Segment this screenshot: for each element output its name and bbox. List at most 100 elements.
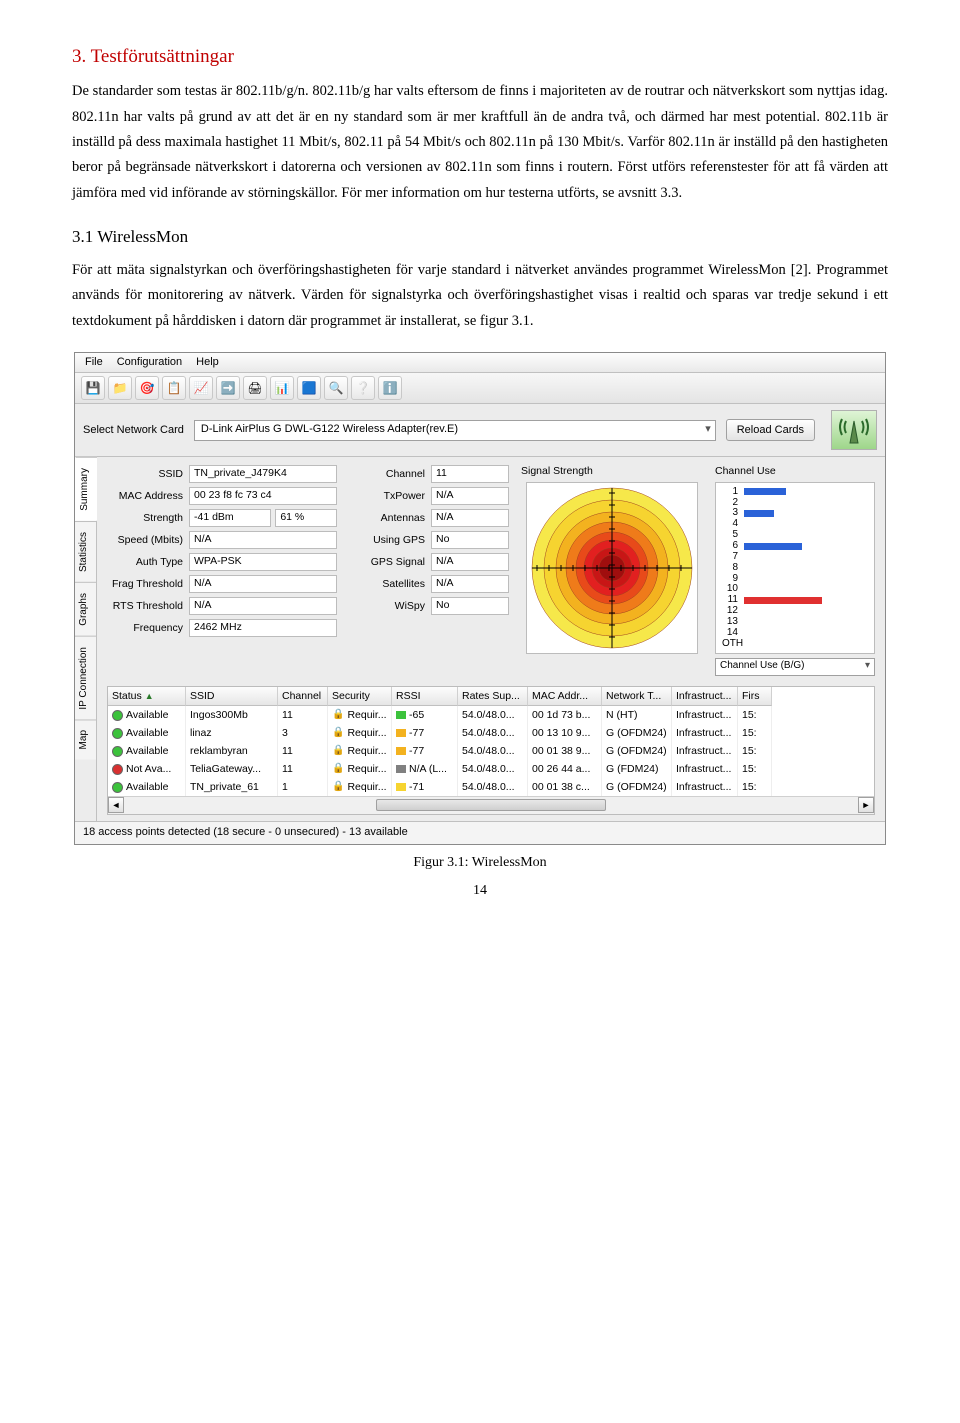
body-paragraph-2: För att mäta signalstyrkan och överförin… bbox=[72, 258, 888, 334]
field-value: N/A bbox=[189, 531, 337, 549]
channel-number: OTH bbox=[722, 638, 738, 650]
table-cell: Infrastruct... bbox=[672, 760, 738, 778]
toolbar-window-icon[interactable]: 🟦 bbox=[297, 376, 321, 400]
field-label: Channel bbox=[349, 468, 431, 481]
table-cell: 54.0/48.0... bbox=[458, 706, 528, 724]
tab-map[interactable]: Map bbox=[75, 719, 96, 759]
toolbar-stats-icon[interactable]: 📊 bbox=[270, 376, 294, 400]
field-label: Satellites bbox=[349, 578, 431, 591]
table-cell: Available bbox=[108, 724, 186, 742]
scroll-right-arrow-icon[interactable]: ► bbox=[858, 797, 874, 813]
field-label: TxPower bbox=[349, 490, 431, 503]
toolbar-search-icon[interactable]: 🔍 bbox=[324, 376, 348, 400]
field-value: 00 23 f8 fc 73 c4 bbox=[189, 487, 337, 505]
statusbar: 18 access points detected (18 secure - 0… bbox=[75, 821, 885, 843]
toolbar-open-icon[interactable]: 📁 bbox=[108, 376, 132, 400]
column-header[interactable]: RSSI bbox=[392, 687, 458, 707]
toolbar-chart-icon[interactable]: 📈 bbox=[189, 376, 213, 400]
field-value: N/A bbox=[431, 553, 509, 571]
table-cell: 🔒Requir... bbox=[328, 724, 392, 742]
channel-bar bbox=[744, 488, 786, 495]
column-header[interactable]: SSID bbox=[186, 687, 278, 707]
scroll-thumb[interactable] bbox=[376, 799, 606, 811]
table-cell: 15: bbox=[738, 724, 772, 742]
column-header[interactable]: Security bbox=[328, 687, 392, 707]
toolbar-target-icon[interactable]: 🎯 bbox=[135, 376, 159, 400]
menu-file[interactable]: File bbox=[85, 356, 103, 369]
network-card-row: Select Network Card D-Link AirPlus G DWL… bbox=[75, 404, 885, 457]
scroll-left-arrow-icon[interactable]: ◄ bbox=[108, 797, 124, 813]
column-header[interactable]: Status▲ bbox=[108, 687, 186, 707]
horizontal-scrollbar[interactable]: ◄ ► bbox=[108, 796, 874, 814]
field-value: WPA-PSK bbox=[189, 553, 337, 571]
channel-use-dropdown[interactable]: Channel Use (B/G) bbox=[715, 658, 875, 676]
reload-cards-button[interactable]: Reload Cards bbox=[726, 419, 815, 441]
table-cell: N/A (L... bbox=[392, 760, 458, 778]
toolbar-help-icon[interactable]: ❔ bbox=[351, 376, 375, 400]
table-cell: -77 bbox=[392, 724, 458, 742]
column-header[interactable]: Network T... bbox=[602, 687, 672, 707]
channel-row: 3 bbox=[722, 508, 868, 518]
network-card-label: Select Network Card bbox=[83, 424, 184, 437]
table-cell: G (FDM24) bbox=[602, 760, 672, 778]
table-cell: 54.0/48.0... bbox=[458, 778, 528, 796]
menubar: File Configuration Help bbox=[75, 353, 885, 373]
column-header[interactable]: Firs bbox=[738, 687, 772, 707]
column-header[interactable]: MAC Addr... bbox=[528, 687, 602, 707]
tab-statistics[interactable]: Statistics bbox=[75, 521, 96, 582]
channel-use-title: Channel Use bbox=[715, 465, 875, 478]
field-label: WiSpy bbox=[349, 600, 431, 613]
channel-row: 10 bbox=[722, 584, 868, 594]
field-value: -41 dBm61 % bbox=[189, 509, 337, 527]
field-value: 2462 MHz bbox=[189, 619, 337, 637]
channel-row: 11 bbox=[722, 595, 868, 605]
page-number: 14 bbox=[72, 879, 888, 904]
subsection-heading: 3.1 WirelessMon bbox=[72, 222, 888, 252]
signal-strength-title: Signal Strength bbox=[521, 465, 703, 478]
left-info-column: SSIDTN_private_J479K4MAC Address00 23 f8… bbox=[107, 465, 337, 637]
figure-caption: Figur 3.1: WirelessMon bbox=[72, 851, 888, 876]
table-row[interactable]: Availablereklambyran11🔒Requir...-7754.0/… bbox=[108, 742, 874, 760]
channel-row: 6 bbox=[722, 541, 868, 551]
field-value: No bbox=[431, 531, 509, 549]
table-cell: 00 01 38 9... bbox=[528, 742, 602, 760]
menu-help[interactable]: Help bbox=[196, 356, 219, 369]
table-cell: Infrastruct... bbox=[672, 706, 738, 724]
tab-summary[interactable]: Summary bbox=[75, 457, 97, 521]
field-value: N/A bbox=[431, 575, 509, 593]
table-cell: 🔒Requir... bbox=[328, 778, 392, 796]
channel-bar bbox=[744, 597, 822, 604]
signal-radar bbox=[526, 482, 698, 654]
network-card-dropdown[interactable]: D-Link AirPlus G DWL-G122 Wireless Adapt… bbox=[194, 420, 716, 441]
column-header[interactable]: Rates Sup... bbox=[458, 687, 528, 707]
field-label: Frag Threshold bbox=[107, 578, 189, 591]
toolbar-export-icon[interactable]: ➡️ bbox=[216, 376, 240, 400]
toolbar-clipboard-icon[interactable]: 📋 bbox=[162, 376, 186, 400]
tab-graphs[interactable]: Graphs bbox=[75, 582, 96, 636]
toolbar-print-icon[interactable]: 🖨 bbox=[243, 376, 267, 400]
toolbar-about-icon[interactable]: ℹ️ bbox=[378, 376, 402, 400]
field-label: Using GPS bbox=[349, 534, 431, 547]
table-row[interactable]: AvailableTN_private_611🔒Requir...-7154.0… bbox=[108, 778, 874, 796]
table-row[interactable]: Not Ava...TeliaGateway...11🔒Requir...N/A… bbox=[108, 760, 874, 778]
table-cell: -77 bbox=[392, 742, 458, 760]
column-header[interactable]: Channel bbox=[278, 687, 328, 707]
menu-configuration[interactable]: Configuration bbox=[117, 356, 182, 369]
table-cell: 🔒Requir... bbox=[328, 742, 392, 760]
table-cell: G (OFDM24) bbox=[602, 724, 672, 742]
table-cell: 11 bbox=[278, 742, 328, 760]
field-label: MAC Address bbox=[107, 490, 189, 503]
table-cell: G (OFDM24) bbox=[602, 742, 672, 760]
table-row[interactable]: Availablelinaz3🔒Requir...-7754.0/48.0...… bbox=[108, 724, 874, 742]
table-row[interactable]: AvailableIngos300Mb11🔒Requir...-6554.0/4… bbox=[108, 706, 874, 724]
ap-table-header: Status▲SSIDChannelSecurityRSSIRates Sup.… bbox=[108, 687, 874, 707]
channel-row: 12 bbox=[722, 606, 868, 616]
column-header[interactable]: Infrastruct... bbox=[672, 687, 738, 707]
tab-ip-connection[interactable]: IP Connection bbox=[75, 636, 96, 720]
table-cell: -71 bbox=[392, 778, 458, 796]
table-cell: 54.0/48.0... bbox=[458, 760, 528, 778]
table-cell: 00 26 44 a... bbox=[528, 760, 602, 778]
field-label: Strength bbox=[107, 512, 189, 525]
toolbar-save-icon[interactable]: 💾 bbox=[81, 376, 105, 400]
table-cell: linaz bbox=[186, 724, 278, 742]
